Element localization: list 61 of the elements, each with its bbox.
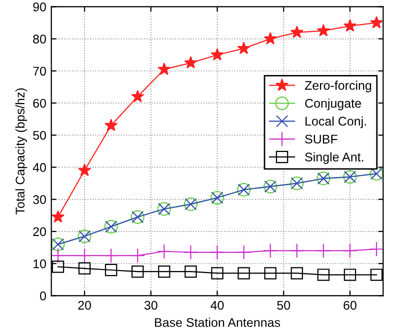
point bbox=[289, 243, 304, 258]
y-tick-label: 80 bbox=[33, 34, 46, 44]
y-tick-label: 90 bbox=[33, 2, 46, 12]
point bbox=[264, 32, 277, 44]
point bbox=[290, 267, 303, 280]
point bbox=[369, 242, 384, 257]
point bbox=[104, 118, 118, 132]
point bbox=[52, 260, 64, 273]
legend-label: Zero-forcing bbox=[304, 80, 372, 92]
point bbox=[158, 265, 170, 278]
y-tick-label: 0 bbox=[40, 291, 46, 300]
point bbox=[156, 244, 172, 259]
point bbox=[130, 248, 146, 264]
point bbox=[184, 265, 197, 278]
legend-label: Conjugate bbox=[305, 98, 361, 110]
point bbox=[51, 210, 64, 223]
point bbox=[104, 248, 119, 264]
point bbox=[343, 19, 356, 32]
point bbox=[290, 26, 304, 38]
point bbox=[77, 248, 92, 264]
x-tick-label: 30 bbox=[144, 300, 158, 310]
y-tick-label: 60 bbox=[33, 98, 46, 108]
point bbox=[183, 244, 198, 260]
point bbox=[317, 268, 330, 281]
point bbox=[344, 268, 356, 281]
x-tick-label: 60 bbox=[344, 300, 356, 310]
point bbox=[50, 248, 66, 264]
y-tick-label: 70 bbox=[33, 66, 46, 76]
point bbox=[78, 262, 91, 274]
point bbox=[210, 244, 225, 260]
point bbox=[342, 243, 358, 258]
y-axis-title: Total Capacity (bps/hz) bbox=[15, 88, 28, 214]
y-tick-label: 30 bbox=[33, 195, 46, 204]
y-tick-label: 10 bbox=[34, 259, 46, 268]
point bbox=[184, 56, 198, 69]
point bbox=[238, 267, 250, 280]
point bbox=[158, 62, 171, 75]
point bbox=[78, 164, 92, 176]
y-tick-label: 20 bbox=[33, 227, 46, 236]
point bbox=[370, 268, 383, 281]
legend-label: Single Ant. bbox=[305, 152, 364, 164]
y-tick-label: 40 bbox=[32, 163, 46, 172]
point bbox=[370, 16, 384, 28]
point bbox=[316, 24, 330, 36]
point bbox=[132, 265, 144, 278]
point bbox=[264, 267, 276, 280]
x-tick-label: 40 bbox=[210, 300, 224, 310]
point bbox=[262, 243, 278, 258]
point bbox=[316, 243, 331, 258]
x-tick-label: 50 bbox=[277, 300, 290, 310]
point bbox=[236, 244, 252, 260]
point bbox=[210, 48, 224, 60]
point bbox=[104, 264, 118, 276]
point bbox=[237, 42, 250, 54]
y-tick-label: 50 bbox=[33, 130, 46, 140]
legend-label: SUBF bbox=[305, 134, 338, 144]
x-tick-label: 20 bbox=[78, 300, 91, 310]
point bbox=[211, 267, 224, 280]
legend-label: Local Conj. bbox=[306, 116, 366, 128]
point bbox=[131, 90, 144, 102]
x-axis-title: Base Station Antennas bbox=[155, 318, 280, 327]
